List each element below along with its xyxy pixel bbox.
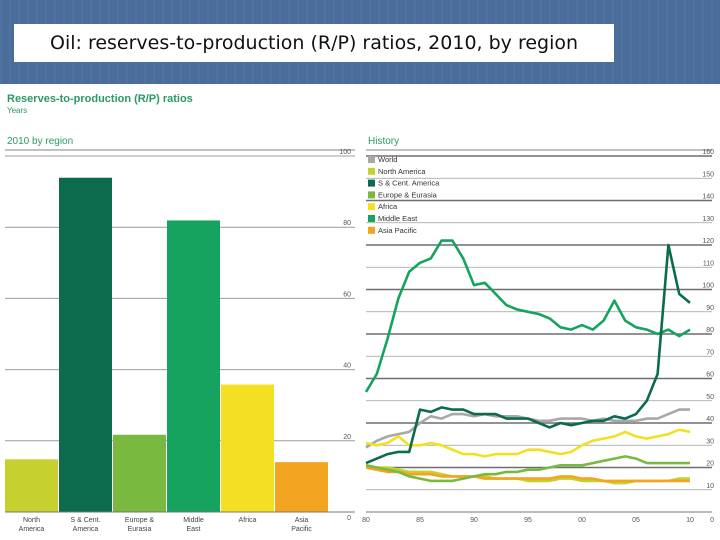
bar-category-label: East bbox=[186, 526, 200, 533]
bar-y-tick-label: 80 bbox=[343, 220, 351, 227]
history-y-tick-label: 160 bbox=[702, 149, 714, 156]
legend-swatch bbox=[368, 167, 375, 175]
figure-unit: Years bbox=[7, 106, 28, 115]
history-y-tick-label: 60 bbox=[706, 372, 714, 379]
legend-label: North America bbox=[378, 167, 426, 176]
history-x-tick-label: 05 bbox=[632, 517, 640, 524]
history-x-tick-label: 80 bbox=[362, 517, 370, 524]
legend-swatch bbox=[368, 215, 375, 222]
bar bbox=[167, 220, 220, 512]
bar-category-label: Europe & bbox=[125, 517, 155, 524]
legend-swatch bbox=[368, 226, 375, 234]
slide-title: Oil: reserves-to-production (R/P) ratios… bbox=[14, 24, 614, 62]
legend-label: S & Cent. America bbox=[378, 179, 440, 188]
history-y-tick-label: 10 bbox=[706, 483, 714, 490]
history-y-tick-label: 50 bbox=[706, 394, 714, 401]
legend-swatch bbox=[368, 191, 375, 199]
history-y-tick-label: 90 bbox=[706, 305, 714, 312]
legend-label: Europe & Eurasia bbox=[378, 190, 438, 199]
legend-label: World bbox=[378, 155, 397, 164]
bar-category-label: North bbox=[23, 517, 40, 524]
figure-title: Reserves-to-production (R/P) ratios bbox=[7, 93, 193, 105]
bar-panel-title: 2010 by region bbox=[7, 136, 74, 147]
bar-y-tick-label: 20 bbox=[343, 434, 351, 441]
series-line-s-cent-america bbox=[365, 243, 691, 465]
bar bbox=[221, 384, 274, 512]
bar-y-tick-label: 40 bbox=[343, 363, 351, 370]
bar-category-label: America bbox=[73, 526, 99, 533]
series-line-europe-eurasia bbox=[365, 455, 690, 483]
bar-category-label: Middle bbox=[183, 517, 204, 524]
bar-category-label: Africa bbox=[239, 517, 257, 524]
history-y-tick-label: 130 bbox=[702, 216, 714, 223]
bar-category-label: S & Cent. bbox=[71, 517, 101, 524]
history-y-tick-label: 150 bbox=[702, 171, 714, 178]
history-y-tick-label: 140 bbox=[702, 194, 714, 201]
bar-y-tick-label: 0 bbox=[347, 515, 351, 522]
history-y-tick-label: 110 bbox=[703, 260, 714, 267]
bar bbox=[59, 177, 112, 512]
history-y-tick-label: 0 bbox=[710, 517, 714, 524]
history-y-tick-label: 70 bbox=[706, 349, 714, 356]
legend-label: Africa bbox=[378, 202, 398, 211]
bar bbox=[275, 462, 328, 512]
series-line-middle-east bbox=[364, 239, 691, 393]
history-y-tick-label: 40 bbox=[706, 416, 714, 423]
history-x-tick-label: 85 bbox=[416, 517, 424, 524]
bar-category-label: Pacific bbox=[291, 526, 312, 533]
legend-swatch bbox=[368, 203, 375, 211]
history-panel-title: History bbox=[368, 136, 400, 147]
history-y-tick-label: 120 bbox=[702, 238, 714, 245]
bar-y-tick-label: 60 bbox=[343, 291, 351, 298]
bar-category-label: America bbox=[19, 526, 45, 533]
bar-category-label: Eurasia bbox=[128, 526, 152, 533]
history-x-tick-label: 95 bbox=[524, 517, 532, 524]
history-x-tick-label: 00 bbox=[578, 517, 586, 524]
bar-category-label: Asia bbox=[295, 517, 309, 524]
history-x-tick-label: 10 bbox=[686, 517, 694, 524]
legend-label: Asia Pacific bbox=[378, 226, 417, 235]
series-line-asia-pacific bbox=[365, 466, 690, 483]
legend-swatch bbox=[368, 156, 375, 163]
series-line-africa bbox=[365, 428, 691, 458]
history-y-tick-label: 30 bbox=[706, 438, 714, 445]
history-y-tick-label: 100 bbox=[702, 283, 714, 290]
legend-swatch bbox=[368, 179, 375, 187]
history-y-tick-label: 20 bbox=[706, 461, 714, 468]
bar bbox=[113, 434, 166, 512]
history-x-tick-label: 90 bbox=[470, 517, 478, 524]
bar-y-tick-label: 100 bbox=[339, 149, 351, 156]
legend-label: Middle East bbox=[378, 214, 418, 223]
bar bbox=[5, 459, 58, 512]
history-y-tick-label: 80 bbox=[706, 327, 714, 334]
